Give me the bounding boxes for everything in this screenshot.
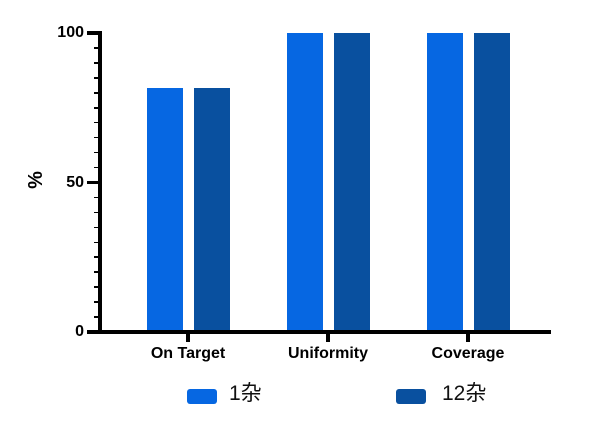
y-axis-minor-tick [94,151,100,154]
bar [286,33,323,332]
y-axis-minor-tick [94,271,100,273]
legend-swatch-series2 [396,389,426,404]
y-axis-minor-tick [94,47,100,49]
y-axis-minor-tick [94,211,100,214]
y-axis-minor-tick [94,62,100,64]
bar [146,88,183,332]
bar [193,88,230,332]
y-tick-label: 50 [66,173,84,191]
y-axis-minor-tick [94,77,100,79]
y-axis-tick [87,180,100,185]
legend-label-series2: 12杂 [442,382,487,405]
x-axis-line [87,330,551,334]
bar [426,33,463,332]
y-axis-minor-tick [94,256,100,259]
y-tick-label: 100 [57,24,84,41]
y-tick-label: 0 [75,323,84,340]
x-axis-tick [466,333,470,342]
x-axis-tick [326,333,330,342]
y-axis-minor-tick [94,166,100,169]
y-axis-title: % [25,171,47,189]
y-axis-minor-tick [94,226,100,229]
bar [333,33,370,332]
y-axis-minor-tick [94,196,100,199]
y-axis-minor-tick [94,301,100,303]
x-category-label: On Target [150,345,226,362]
y-axis-minor-tick [94,121,100,124]
x-category-label: Coverage [431,345,505,362]
y-axis-minor-tick [94,316,100,318]
x-category-label: Uniformity [288,345,368,362]
x-axis-tick [186,333,190,342]
y-axis-line [98,31,102,334]
bar [473,33,510,332]
y-axis-minor-tick [94,241,100,244]
y-axis-minor-tick [94,106,100,109]
legend-swatch-series1 [187,389,217,404]
y-axis-minor-tick [94,92,100,94]
legend-label-series1: 1杂 [229,382,262,405]
y-axis-minor-tick [94,136,100,139]
y-axis-minor-tick [94,286,100,288]
y-axis-tick [87,31,100,35]
